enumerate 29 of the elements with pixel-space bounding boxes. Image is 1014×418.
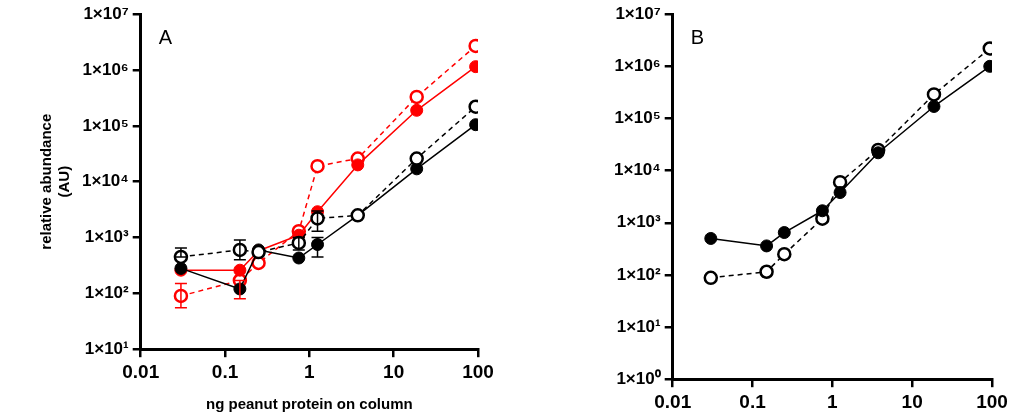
x-tick-label: 100 [976, 390, 1008, 412]
y-tick-label: 1×10⁴ [614, 160, 661, 180]
x-tick-label: 100 [462, 360, 494, 382]
y-tick-label: 1×10⁷ [83, 3, 129, 23]
y-axis-title: relative abundance (AU) [37, 113, 73, 250]
x-tick-label: 0.1 [211, 360, 239, 382]
y-tick-label: 1×10⁷ [615, 3, 661, 23]
y-tick-label: 1×10⁶ [82, 59, 129, 79]
y-tick-label: 1×10² [84, 283, 130, 303]
y-tick-label: 1×10¹ [616, 316, 662, 336]
x-tick-label: 1 [827, 390, 839, 412]
y-tick-label: 1×10² [616, 264, 662, 284]
x-tick-label: 10 [901, 390, 923, 412]
y-tick-label: 1×10⁵ [82, 115, 129, 135]
x-axis-title: ng peanut protein on column [206, 395, 413, 413]
y-tick-label: 1×10¹ [84, 338, 130, 358]
x-tick-label: 0.01 [122, 360, 160, 382]
x-tick-label: 0.1 [739, 390, 767, 412]
x-tick-label: 0.01 [654, 390, 692, 412]
y-tick-label: 1×10³ [84, 227, 130, 247]
y-tick-label: 1×10⁴ [82, 171, 129, 191]
x-tick-label: 10 [383, 360, 405, 382]
y-tick-label: 1×10⁶ [614, 56, 661, 76]
x-tick-label: 1 [304, 360, 316, 382]
y-tick-label: 1×10³ [616, 212, 662, 232]
annotation: A [158, 25, 173, 48]
y-tick-label: 1×10⁵ [614, 108, 661, 128]
y-tick-label: 1×10⁰ [616, 368, 661, 388]
annotation: B [690, 25, 705, 48]
